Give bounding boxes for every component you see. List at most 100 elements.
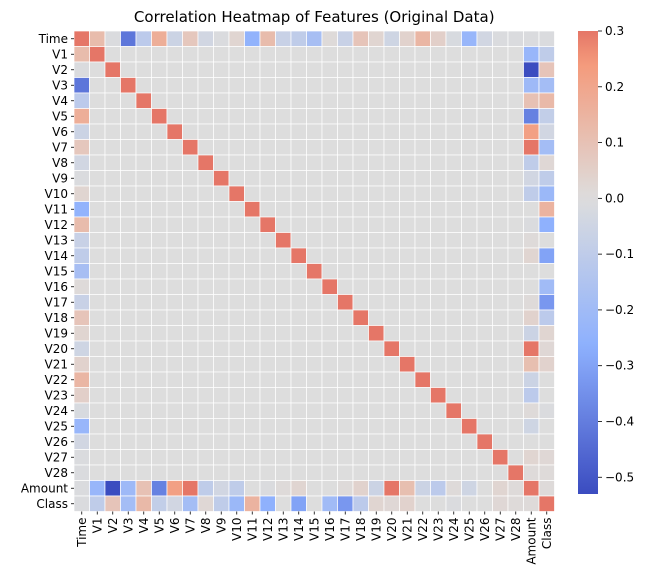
heatmap-cell-V1-V28: [507, 46, 524, 63]
heatmap-cell-V19-V28: [507, 325, 524, 342]
heatmap-cell-V10-Time: [73, 185, 90, 202]
heatmap-cell-Amount-Time: [73, 480, 90, 497]
heatmap-cell-V1-V5: [151, 46, 168, 63]
heatmap-cell-V1-V3: [120, 46, 137, 63]
heatmap-cell-V3-V1: [89, 77, 106, 94]
heatmap-cell-V9-V25: [461, 170, 478, 187]
heatmap-cell-V15-V26: [476, 263, 493, 280]
heatmap-cell-V2-V15: [306, 61, 323, 78]
heatmap-cell-V3-V2: [104, 77, 121, 94]
heatmap-cell-V11-Class: [538, 201, 555, 218]
heatmap-cell-V23-V15: [306, 387, 323, 404]
y-tick-label: V6: [52, 125, 68, 139]
heatmap-cell-V12-V13: [275, 216, 292, 233]
heatmap-cell-V2-V26: [476, 61, 493, 78]
heatmap-cell-Time-V20: [383, 30, 400, 47]
colorbar-tick-label: −0.1: [605, 247, 634, 261]
heatmap-cell-V26-V21: [399, 433, 416, 450]
heatmap-cell-Class-V26: [476, 495, 493, 512]
heatmap-cell-V23-Amount: [523, 387, 540, 404]
heatmap-cell-Time-V24: [445, 30, 462, 47]
heatmap-cell-V27-V17: [337, 449, 354, 466]
heatmap-cell-V20-V24: [445, 340, 462, 357]
heatmap-cell-V27-V24: [445, 449, 462, 466]
heatmap-cell-V16-V23: [430, 278, 447, 295]
heatmap-cell-V21-Amount: [523, 356, 540, 373]
heatmap-cell-Amount-V21: [399, 480, 416, 497]
heatmap-cell-V15-Class: [538, 263, 555, 280]
heatmap-cell-V6-V27: [492, 123, 509, 140]
heatmap-cell-V11-Time: [73, 201, 90, 218]
heatmap-cell-V11-V22: [414, 201, 431, 218]
heatmap-cell-V23-V6: [166, 387, 183, 404]
heatmap-cell-Amount-V22: [414, 480, 431, 497]
heatmap-cell-V3-V5: [151, 77, 168, 94]
heatmap-cell-V2-V25: [461, 61, 478, 78]
heatmap-cell-Amount-V19: [368, 480, 385, 497]
heatmap-cell-V12-V7: [182, 216, 199, 233]
heatmap-cell-V25-V22: [414, 418, 431, 435]
heatmap-cell-V15-V16: [321, 263, 338, 280]
heatmap-cell-V13-V20: [383, 232, 400, 249]
heatmap-cell-V1-V24: [445, 46, 462, 63]
heatmap-cell-V28-V24: [445, 464, 462, 481]
heatmap-cell-V4-V19: [368, 92, 385, 109]
heatmap-cell-V27-V20: [383, 449, 400, 466]
x-tick-label: V8: [199, 518, 213, 534]
heatmap-cell-V5-V20: [383, 108, 400, 125]
heatmap-cell-V11-Amount: [523, 201, 540, 218]
heatmap-cell-V23-V25: [461, 387, 478, 404]
heatmap-cell-V22-V7: [182, 371, 199, 388]
heatmap-cell-V16-V13: [275, 278, 292, 295]
heatmap-cell-V17-V4: [135, 294, 152, 311]
heatmap-cell-Time-V23: [430, 30, 447, 47]
heatmap-cell-V21-Class: [538, 356, 555, 373]
heatmap-cell-V9-V22: [414, 170, 431, 187]
heatmap-cell-V28-V21: [399, 464, 416, 481]
heatmap-cell-V28-Time: [73, 464, 90, 481]
heatmap-cell-V22-V26: [476, 371, 493, 388]
heatmap-cell-Amount-V25: [461, 480, 478, 497]
heatmap-cell-V13-V12: [259, 232, 276, 249]
heatmap-cell-Time-V2: [104, 30, 121, 47]
heatmap-cell-V23-V16: [321, 387, 338, 404]
heatmap-cell-V3-V23: [430, 77, 447, 94]
heatmap-cell-V2-V4: [135, 61, 152, 78]
heatmap-cell-V6-V18: [352, 123, 369, 140]
heatmap-cell-V28-V12: [259, 464, 276, 481]
heatmap-cell-V4-V4: [135, 92, 152, 109]
heatmap-cell-V20-V20: [383, 340, 400, 357]
heatmap-cell-V19-V4: [135, 325, 152, 342]
heatmap-cell-V10-V10: [228, 185, 245, 202]
heatmap-cell-V26-V6: [166, 433, 183, 450]
heatmap-cell-V1-V23: [430, 46, 447, 63]
heatmap-cell-V13-V8: [197, 232, 214, 249]
heatmap-cell-V27-V11: [244, 449, 261, 466]
heatmap-cell-V1-V7: [182, 46, 199, 63]
heatmap-cell-V16-V25: [461, 278, 478, 295]
heatmap-cell-V5-V18: [352, 108, 369, 125]
heatmap-cell-V7-V11: [244, 139, 261, 156]
heatmap-cell-V3-V20: [383, 77, 400, 94]
heatmap-cell-V22-V16: [321, 371, 338, 388]
heatmap-cell-Amount-V13: [275, 480, 292, 497]
heatmap-cell-V14-V18: [352, 247, 369, 264]
heatmap-cell-V17-Time: [73, 294, 90, 311]
heatmap-cell-V28-V7: [182, 464, 199, 481]
y-tick-label: V2: [52, 63, 68, 77]
heatmap-cell-V23-V18: [352, 387, 369, 404]
heatmap-cell-V3-Time: [73, 77, 90, 94]
heatmap-cell-V25-V5: [151, 418, 168, 435]
heatmap-cell-V21-V22: [414, 356, 431, 373]
heatmap-cell-V16-V22: [414, 278, 431, 295]
heatmap-cell-Class-V6: [166, 495, 183, 512]
heatmap-cell-Class-V14: [290, 495, 307, 512]
x-tick-label: V10: [230, 518, 244, 541]
y-tick-label: V19: [45, 326, 68, 340]
heatmap-cell-V28-V28: [507, 464, 524, 481]
heatmap-cell-V7-Amount: [523, 139, 540, 156]
y-tick-label: V20: [45, 342, 68, 356]
heatmap-cell-V6-V3: [120, 123, 137, 140]
heatmap-cell-V11-V10: [228, 201, 245, 218]
heatmap-cell-V22-V5: [151, 371, 168, 388]
